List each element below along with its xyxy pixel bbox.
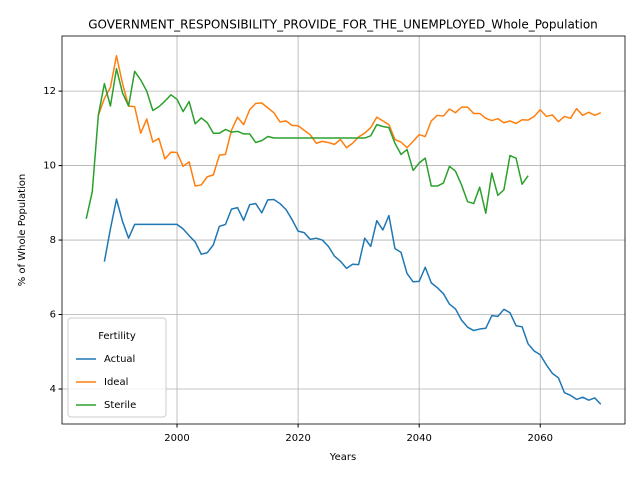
series-line (97, 54, 602, 187)
x-tick-label: 2000 (164, 433, 189, 444)
series-line (103, 198, 602, 405)
chart-title: GOVERNMENT_RESPONSIBILITY_PROVIDE_FOR_TH… (88, 18, 598, 32)
y-tick-label: 8 (50, 235, 56, 246)
x-tick-label: 2020 (285, 433, 310, 444)
legend-title: Fertility (98, 331, 136, 342)
legend: Fertility Actual Ideal Sterile (67, 317, 167, 418)
x-axis-label: Years (329, 452, 356, 463)
y-tick-label: 10 (43, 161, 56, 172)
legend-label: Actual (104, 354, 135, 365)
y-axis-label: % of Whole Population (17, 174, 28, 287)
y-tick-label: 4 (50, 384, 56, 395)
series-line (85, 68, 529, 219)
legend-box (67, 317, 167, 418)
y-tick-label: 6 (50, 310, 56, 321)
legend-label: Sterile (104, 400, 136, 411)
x-tick-label: 2040 (406, 433, 431, 444)
plot-frame (61, 35, 626, 425)
x-tick-label: 2060 (528, 433, 553, 444)
legend-label: Ideal (104, 377, 128, 388)
y-tick-label: 12 (43, 86, 56, 97)
